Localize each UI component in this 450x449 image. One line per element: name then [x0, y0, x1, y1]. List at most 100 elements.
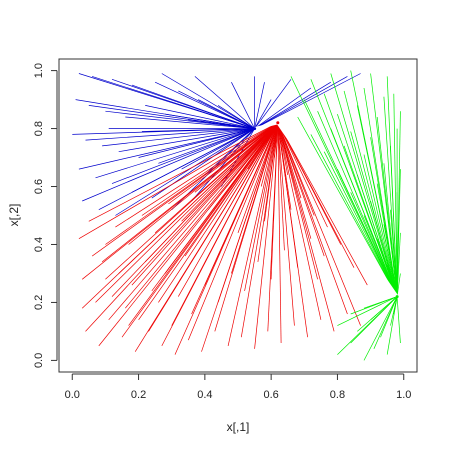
- data-segment: [168, 122, 279, 205]
- data-segment: [237, 122, 279, 234]
- data-segment: [277, 122, 361, 326]
- data-segment: [158, 122, 279, 303]
- data-segment: [337, 296, 398, 326]
- data-segment: [356, 105, 398, 297]
- data-segment: [105, 122, 279, 280]
- data-segment: [227, 122, 279, 346]
- data-segment: [184, 122, 279, 257]
- data-segment: [264, 122, 279, 222]
- data-segment: [148, 122, 279, 332]
- data-segment: [297, 116, 398, 297]
- data-segment: [363, 296, 398, 309]
- data-segment: [396, 232, 401, 297]
- data-segment: [277, 122, 368, 286]
- data-segment: [337, 168, 398, 297]
- data-segment: [393, 250, 398, 297]
- data-segment: [277, 122, 355, 268]
- data-segment: [254, 82, 265, 129]
- series-group: [72, 73, 361, 216]
- data-segment: [254, 76, 348, 129]
- data-segment: [101, 122, 279, 263]
- data-segment: [98, 128, 255, 211]
- data-segment: [95, 128, 255, 179]
- data-segment: [343, 90, 398, 297]
- data-segment: [128, 122, 279, 326]
- data-segment: [208, 113, 255, 129]
- data-segment: [310, 134, 398, 297]
- hub-point: [253, 127, 257, 131]
- data-segment: [131, 84, 255, 129]
- data-segment: [277, 122, 285, 251]
- data-segment: [254, 79, 292, 129]
- data-segment: [82, 128, 255, 202]
- data-segment: [350, 192, 398, 297]
- data-segment: [78, 128, 255, 170]
- data-segment: [207, 122, 279, 210]
- data-segment: [323, 151, 398, 297]
- data-segment: [78, 122, 278, 240]
- data-segment: [138, 128, 255, 158]
- data-segment: [240, 122, 279, 338]
- data-segment: [115, 128, 255, 216]
- x-tick-label: 0.8: [330, 389, 345, 401]
- plot-frame: [58, 58, 418, 373]
- data-segment: [194, 122, 279, 193]
- data-segment: [85, 122, 279, 332]
- data-segment: [128, 122, 279, 245]
- data-segment: [165, 113, 255, 129]
- data-segment: [277, 122, 315, 216]
- data-segment: [363, 296, 398, 361]
- data-segment: [125, 116, 255, 129]
- data-segment: [188, 119, 255, 129]
- data-segment: [131, 122, 279, 286]
- data-segment: [88, 122, 278, 222]
- x-tick-label: 0.4: [197, 389, 212, 401]
- data-segment: [111, 128, 255, 184]
- hub-point: [276, 121, 280, 125]
- data-segment: [380, 296, 398, 338]
- data-segment: [102, 128, 255, 147]
- data-segment: [277, 122, 348, 315]
- data-segment: [317, 111, 398, 297]
- data-segment: [363, 215, 398, 297]
- data-segment: [277, 122, 335, 332]
- y-tick-label: 0.8: [33, 121, 45, 136]
- data-segment: [254, 87, 312, 129]
- data-segment: [125, 122, 279, 309]
- data-segment: [254, 81, 331, 129]
- data-segment: [396, 273, 401, 297]
- data-segment: [217, 122, 279, 303]
- data-segment: [161, 73, 255, 129]
- data-segment: [254, 99, 272, 129]
- y-tick-label: 0.0: [33, 353, 45, 368]
- data-segment: [158, 128, 255, 164]
- y-tick-label: 0.4: [33, 237, 45, 252]
- segment-layer: [72, 70, 401, 361]
- x-axis-label: x[,1]: [227, 420, 250, 434]
- data-segment: [221, 128, 255, 187]
- data-segment: [81, 122, 279, 309]
- data-segment: [85, 128, 255, 141]
- series-group: [290, 70, 401, 361]
- data-segment: [277, 122, 282, 344]
- data-segment: [221, 122, 279, 181]
- hub-point: [395, 295, 399, 299]
- data-segment: [270, 122, 279, 280]
- data-segment: [383, 224, 398, 297]
- data-segment: [115, 122, 278, 228]
- data-segment: [386, 264, 398, 297]
- x-tick-label: 1.0: [396, 389, 411, 401]
- data-segment: [277, 122, 318, 280]
- data-segment: [393, 93, 398, 297]
- data-segment: [370, 200, 398, 297]
- data-segment: [141, 122, 278, 216]
- data-segment: [161, 122, 279, 347]
- data-segment: [383, 163, 398, 297]
- data-segment: [393, 296, 398, 315]
- data-segment: [105, 110, 255, 129]
- data-segment: [277, 122, 312, 239]
- data-segment: [204, 122, 279, 286]
- data-segment: [277, 122, 295, 326]
- data-segment: [145, 105, 255, 129]
